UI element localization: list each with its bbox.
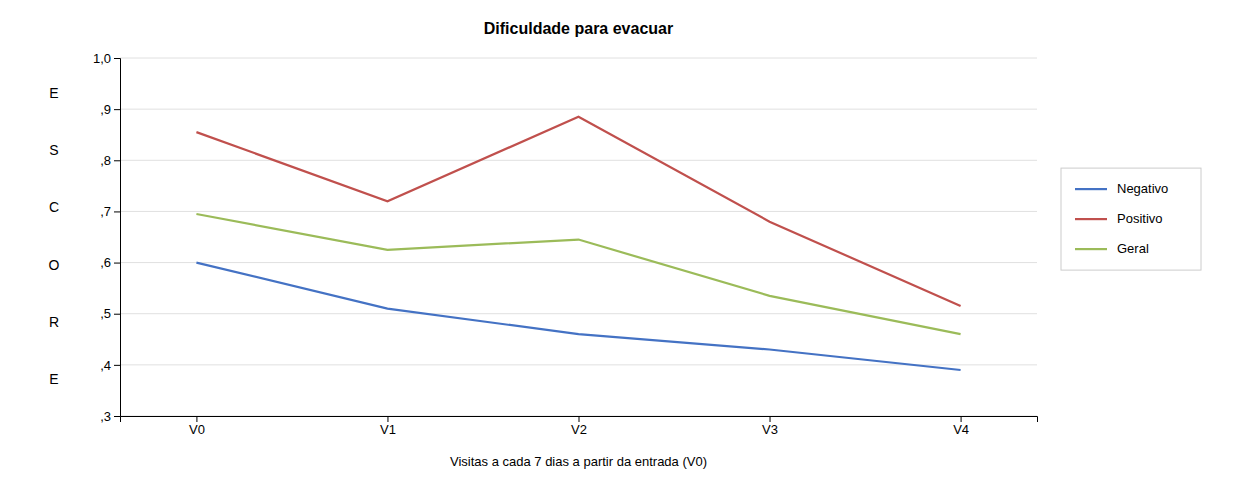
y-axis-line — [114, 59, 121, 417]
y-tick: ,4 — [100, 358, 120, 373]
legend-swatch — [1075, 248, 1107, 250]
x-axis-title: Visitas a cada 7 dias a partir da entrad… — [450, 454, 707, 469]
title: Dificuldade para evacuar — [484, 20, 673, 37]
x-tick: V3 — [762, 416, 778, 437]
x-tick-mark — [387, 416, 388, 422]
series-line — [196, 117, 960, 306]
y-tick: ,9 — [100, 102, 120, 117]
lines — [196, 117, 960, 370]
legend-label: Negativo — [1117, 181, 1168, 196]
x-tick-mark — [770, 416, 771, 422]
y-tick-label: ,7 — [100, 204, 111, 219]
legend-label: Geral — [1117, 241, 1149, 256]
y-tick-label: ,9 — [100, 102, 111, 117]
y-tick: 1,0 — [93, 51, 120, 66]
y-tick: ,5 — [100, 306, 120, 321]
chart: ,3 ,4 ,5 ,6 ,7 ,8 ,9 1,0 V0 V1 V2 V3 V4 Dificuldade p… — [0, 0, 1237, 496]
x-tick: V2 — [571, 416, 587, 437]
y-tick-mark — [114, 58, 120, 59]
x-axis-line — [121, 417, 1038, 423]
x-tick-label: V2 — [571, 422, 587, 437]
y-tick-label: ,3 — [100, 409, 111, 424]
series-line — [196, 214, 960, 334]
y-tick-label: ,5 — [100, 306, 111, 321]
legend-item: Geral — [1075, 241, 1149, 256]
y-tick: ,7 — [100, 204, 120, 219]
grid-line — [120, 58, 1037, 59]
x-tick-label: V0 — [189, 422, 205, 437]
legend-label: Positivo — [1117, 211, 1163, 226]
y-tick-label: ,6 — [100, 255, 111, 270]
legend-item: Positivo — [1075, 211, 1163, 226]
x-tick-mark — [961, 416, 962, 422]
y-tick: ,3 — [100, 409, 120, 424]
legend: Negativo Positivo Geral — [1061, 168, 1201, 270]
legend-frame — [1061, 168, 1201, 270]
y-tick-mark — [114, 416, 120, 417]
y-tick-mark — [114, 160, 120, 161]
y-axis-title: E S C O R E — [49, 85, 60, 387]
grid-line — [120, 160, 1037, 161]
grid-line — [120, 313, 1037, 314]
y-tick-mark — [114, 211, 120, 212]
chart-container: ,3 ,4 ,5 ,6 ,7 ,8 ,9 1,0 V0 V1 V2 V3 V4 Dificuldade p… — [0, 0, 1237, 496]
y-tick-mark — [114, 314, 120, 315]
x-tick-label: V3 — [762, 422, 778, 437]
y-tick: ,6 — [100, 255, 120, 270]
x-tick-mark — [579, 416, 580, 422]
y-axis-title-letter: O — [49, 256, 60, 272]
y-tick-mark — [114, 109, 120, 110]
plot: ,3 ,4 ,5 ,6 ,7 ,8 ,9 1,0 V0 V1 V2 V3 V4 — [93, 51, 1038, 438]
grid-line — [120, 262, 1037, 263]
grid-line — [120, 109, 1037, 110]
series-line — [196, 263, 960, 370]
y-tick-label: ,4 — [100, 358, 111, 373]
x-tick-mark — [196, 416, 197, 422]
y-tick: ,8 — [100, 153, 120, 168]
legend-swatch — [1075, 218, 1107, 220]
y-axis-title-letter: C — [49, 199, 59, 215]
legend-swatch — [1075, 188, 1107, 190]
y-axis: ,3 ,4 ,5 ,6 ,7 ,8 ,9 1,0 — [93, 51, 121, 424]
x-tick-label: V1 — [380, 422, 396, 437]
legend-item: Negativo — [1075, 181, 1168, 196]
y-tick-mark — [114, 263, 120, 264]
x-tick: V1 — [380, 416, 396, 437]
y-tick-mark — [114, 365, 120, 366]
x-tick-label: V4 — [953, 422, 969, 437]
y-axis-title-letter: R — [49, 314, 59, 330]
x-axis: V0 V1 V2 V3 V4 — [121, 416, 1038, 437]
x-tick: V4 — [953, 416, 969, 437]
y-tick-label: 1,0 — [93, 51, 111, 66]
x-tick: V0 — [189, 416, 205, 437]
grid-line — [120, 211, 1037, 212]
y-axis-title-letter: E — [49, 85, 58, 101]
y-axis-title-letter: S — [49, 142, 58, 158]
y-axis-title-letter: E — [49, 371, 58, 387]
y-tick-label: ,8 — [100, 153, 111, 168]
grid — [120, 58, 1037, 416]
